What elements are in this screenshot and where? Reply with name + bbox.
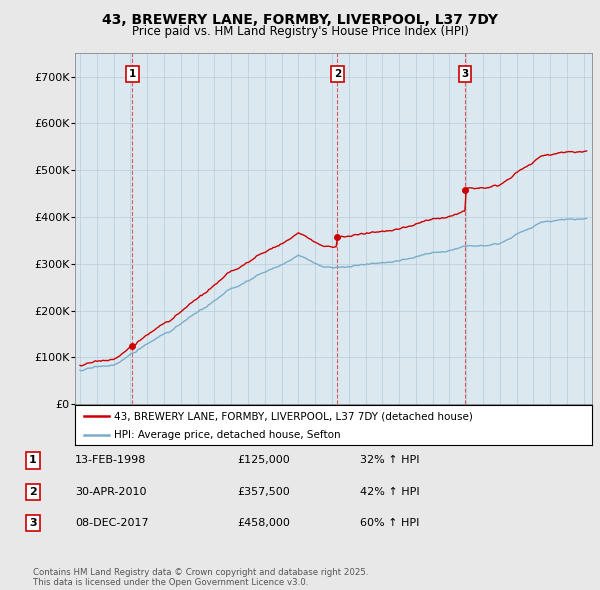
Text: Price paid vs. HM Land Registry's House Price Index (HPI): Price paid vs. HM Land Registry's House … (131, 25, 469, 38)
Text: £125,000: £125,000 (237, 455, 290, 466)
Text: 08-DEC-2017: 08-DEC-2017 (75, 518, 149, 528)
Text: 2: 2 (29, 487, 37, 497)
Text: 32% ↑ HPI: 32% ↑ HPI (360, 455, 419, 466)
Text: 13-FEB-1998: 13-FEB-1998 (75, 455, 146, 466)
Text: 43, BREWERY LANE, FORMBY, LIVERPOOL, L37 7DY: 43, BREWERY LANE, FORMBY, LIVERPOOL, L37… (102, 13, 498, 27)
Text: Contains HM Land Registry data © Crown copyright and database right 2025.
This d: Contains HM Land Registry data © Crown c… (33, 568, 368, 587)
Text: 1: 1 (129, 69, 136, 79)
Text: 3: 3 (461, 69, 469, 79)
Text: 60% ↑ HPI: 60% ↑ HPI (360, 518, 419, 528)
Text: £357,500: £357,500 (237, 487, 290, 497)
Text: £458,000: £458,000 (237, 518, 290, 528)
Text: 30-APR-2010: 30-APR-2010 (75, 487, 146, 497)
Text: 42% ↑ HPI: 42% ↑ HPI (360, 487, 419, 497)
Text: HPI: Average price, detached house, Sefton: HPI: Average price, detached house, Seft… (114, 430, 340, 440)
Text: 3: 3 (29, 518, 37, 528)
Text: 43, BREWERY LANE, FORMBY, LIVERPOOL, L37 7DY (detached house): 43, BREWERY LANE, FORMBY, LIVERPOOL, L37… (114, 411, 473, 421)
Text: 1: 1 (29, 455, 37, 466)
Text: 2: 2 (334, 69, 341, 79)
